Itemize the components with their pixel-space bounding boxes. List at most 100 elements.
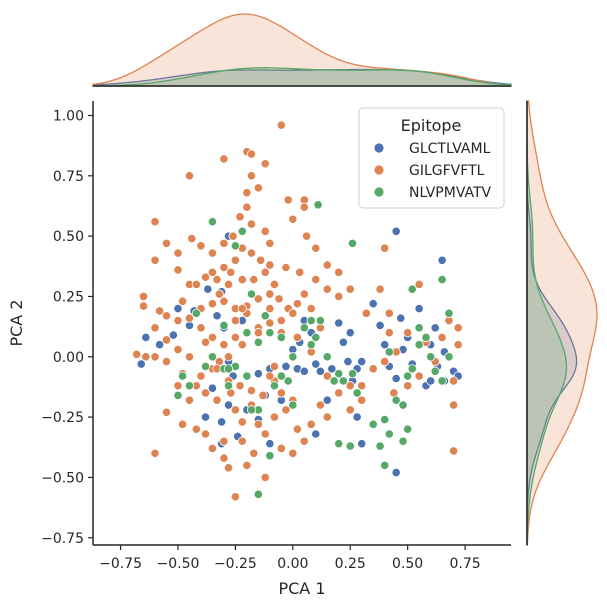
scatter-point [265,289,275,299]
scatter-point [173,303,183,314]
scatter-point [276,120,286,130]
scatter-point [375,320,385,331]
scatter-point [177,296,188,306]
scatter-point [173,344,183,355]
scatter-point [301,231,312,241]
scatter-point [288,400,298,410]
scatter-point [161,311,172,321]
scatter-point [299,289,309,299]
scatter-point [173,265,183,275]
scatter-point [334,318,344,328]
x-axis-label: PCA 1 [278,579,325,598]
scatter-point [237,274,247,285]
scatter-point [253,369,263,379]
scatter-point [246,149,257,159]
scatter-point [203,284,213,294]
scatter-point [141,332,151,343]
scatter-point [260,267,270,277]
scatter-point [223,463,234,473]
scatter-point [352,412,362,422]
scatter-point [322,260,332,270]
scatter-point [219,453,229,463]
scatter-point [276,371,286,381]
scatter-point [311,429,321,439]
scatter-point [315,366,325,376]
legend-label: NLVPMVATV [409,185,492,201]
scatter-point [403,381,413,391]
scatter-point [444,352,454,362]
scatter-point [343,357,353,367]
scatter-point [207,248,218,258]
legend-title: Epitope [401,116,462,135]
scatter-point [223,279,234,289]
scatter-point [292,332,303,343]
scatter-point [253,489,263,499]
scatter-point [375,284,385,294]
scatter-point [430,366,440,376]
scatter-point [274,294,284,304]
scatter-point [207,443,218,454]
scatter-point [334,439,344,449]
scatter-point [173,248,183,258]
scatter-point [426,352,436,362]
x-tick-label: −0.75 [99,556,142,572]
scatter-point [184,395,195,405]
scatter-point [453,323,463,333]
scatter-point [207,299,218,309]
scatter-point [334,291,344,302]
scatter-point [368,299,378,309]
scatter-point [223,381,234,391]
scatter-point [437,376,447,386]
scatter-point [161,357,172,367]
scatter-point [322,412,332,422]
scatter-point [345,441,355,451]
scatter-point [184,381,195,391]
scatter-point [132,349,142,359]
scatter-point [230,332,240,343]
scatter-point [207,332,218,343]
y-tick-label: 0.50 [53,229,84,245]
scatter-point [246,248,257,258]
scatter-point [288,308,298,318]
scatter-point [269,412,280,422]
scatter-point [228,231,238,241]
scatter-point [246,405,257,415]
scatter-point [327,364,337,374]
scatter-point [322,371,332,381]
scatter-point [407,284,417,294]
scatter-point [196,371,206,381]
legend-frame [358,107,505,209]
scatter-point [414,279,424,289]
scatter-point [260,226,270,236]
legend-marker [373,142,385,154]
y-tick-label: 1.00 [53,108,84,124]
scatter-point [138,291,149,302]
scatter-point [191,308,201,318]
scatter-point [265,371,275,381]
scatter-point [306,315,316,326]
scatter-point [265,260,275,270]
scatter-point [357,439,367,449]
y-tick-label: −0.75 [41,531,84,547]
right-marginal-kde [526,100,598,546]
scatter-point [217,417,227,427]
scatter-point [246,385,257,396]
scatter-point [219,296,229,306]
scatter-point [200,272,211,282]
scatter-point [138,301,149,311]
scatter-point [150,217,160,227]
scatter-point [403,371,413,381]
scatter-point [219,436,229,446]
scatter-point [212,274,222,285]
scatter-point [315,315,325,326]
x-tick-label: 0.75 [449,556,480,572]
scatter-point [161,407,172,417]
scatter-point [276,388,286,398]
scatter-point [226,267,236,277]
scatter-point [237,436,247,446]
scatter-point [281,361,291,372]
scatter-point [345,284,355,294]
scatter-point [150,255,160,265]
scatter-point [253,328,263,338]
scatter-point [345,405,355,415]
